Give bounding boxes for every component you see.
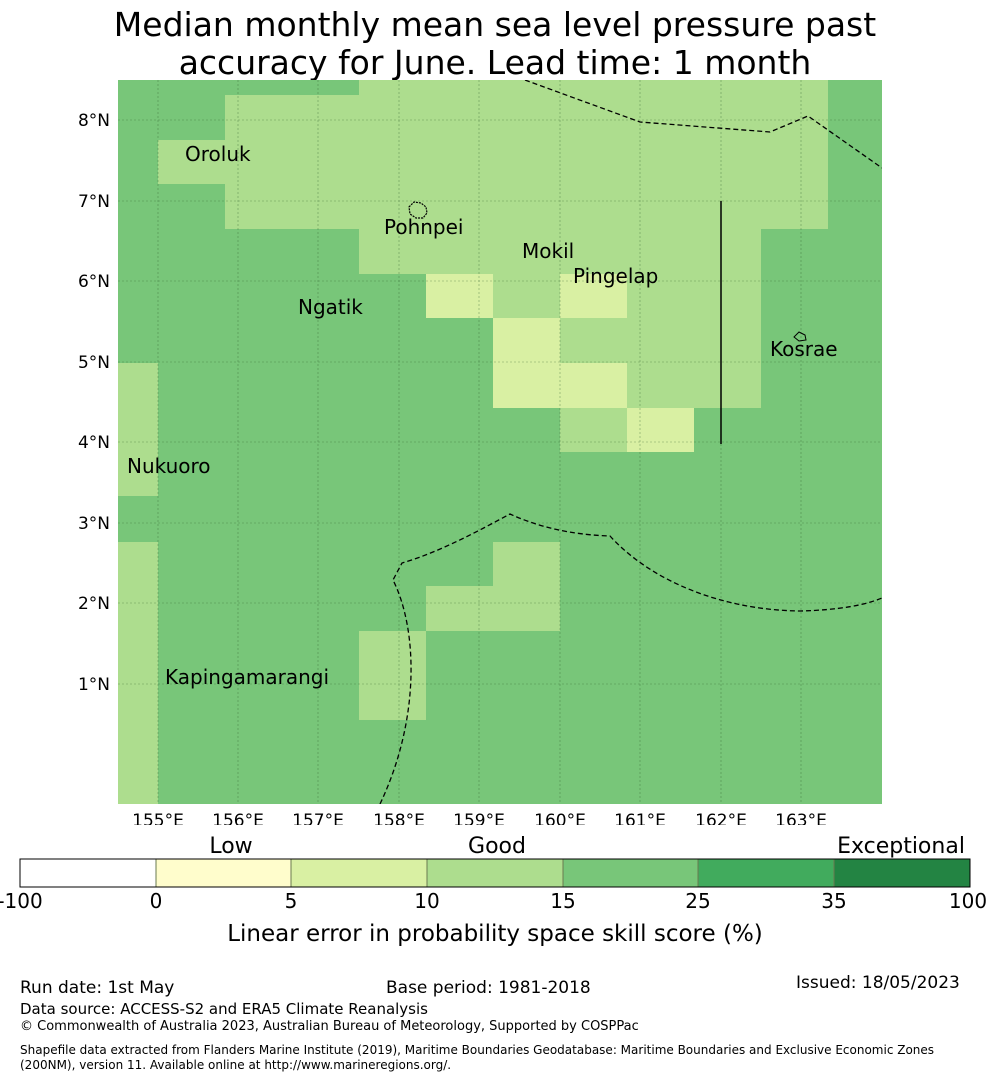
lat-label-4n: 4°N xyxy=(78,433,110,453)
lat-label-7n: 7°N xyxy=(78,192,110,212)
title-line-2: accuracy for June. Lead time: 1 month xyxy=(178,43,812,82)
colorbar-swatches xyxy=(19,858,971,888)
lon-label-157e: 157°E xyxy=(292,811,344,825)
skill-cells-10-15 xyxy=(118,80,828,804)
lat-label-5n: 5°N xyxy=(78,353,110,373)
place-label-mokil: Mokil xyxy=(522,239,574,263)
lat-label-2n: 2°N xyxy=(78,594,110,614)
skill-map: Oroluk Pohnpei Mokil Pingelap Ngatik Kos… xyxy=(78,80,882,825)
lon-label-161e: 161°E xyxy=(614,811,666,825)
copyright-notice: © Commonwealth of Australia 2023, Austra… xyxy=(20,1019,639,1034)
place-label-kapingamarangi: Kapingamarangi xyxy=(165,665,329,689)
lon-label-155e: 155°E xyxy=(132,811,184,825)
place-label-kosrae: Kosrae xyxy=(770,337,838,361)
place-label-pohnpei: Pohnpei xyxy=(384,215,464,239)
place-label-ngatik: Ngatik xyxy=(298,295,363,319)
base-period: Base period: 1981-2018 xyxy=(386,978,591,998)
lat-label-6n: 6°N xyxy=(78,272,110,292)
lat-label-8n: 8°N xyxy=(78,111,110,131)
colorbar-tick: -100 xyxy=(0,889,43,913)
lon-label-159e: 159°E xyxy=(453,811,505,825)
colorbar: Low Good Exceptional -100 0 5 10 15 25 3… xyxy=(0,834,987,947)
map-gridlines xyxy=(118,80,882,804)
shapefile-credit: Shapefile data extracted from Flanders M… xyxy=(20,1043,935,1072)
colorbar-tick: 10 xyxy=(414,889,439,913)
title-line-1: Median monthly mean sea level pressure p… xyxy=(113,5,877,44)
colorbar-category-good: Good xyxy=(468,834,526,859)
lat-label-3n: 3°N xyxy=(78,514,110,534)
colorbar-tick: 5 xyxy=(285,889,298,913)
colorbar-label: Linear error in probability space skill … xyxy=(227,921,763,947)
lon-label-162e: 162°E xyxy=(695,811,747,825)
lat-label-1n: 1°N xyxy=(78,675,110,695)
issued-date: Issued: 18/05/2023 xyxy=(796,973,960,993)
colorbar-tick: 25 xyxy=(685,889,710,913)
colorbar-tick: 0 xyxy=(150,889,163,913)
skill-cells-5-10 xyxy=(426,274,694,452)
kosrae-island-outline xyxy=(793,331,807,342)
colorbar-category-exceptional: Exceptional xyxy=(837,834,965,859)
colorbar-tick: 100 xyxy=(949,889,987,913)
colorbar-tick: 15 xyxy=(550,889,575,913)
eez-boundaries xyxy=(379,80,882,804)
page-title: Median monthly mean sea level pressure p… xyxy=(0,6,990,82)
lon-label-156e: 156°E xyxy=(212,811,264,825)
pohnpei-island-outline xyxy=(408,201,428,219)
colorbar-category-low: Low xyxy=(209,834,252,859)
lon-label-163e: 163°E xyxy=(775,811,827,825)
place-label-oroluk: Oroluk xyxy=(185,142,251,166)
lon-label-158e: 158°E xyxy=(373,811,425,825)
lon-label-160e: 160°E xyxy=(534,811,586,825)
place-label-pingelap: Pingelap xyxy=(573,264,658,288)
data-source: Data source: ACCESS-S2 and ERA5 Climate … xyxy=(20,1000,428,1018)
run-date: Run date: 1st May xyxy=(20,978,175,998)
colorbar-tick: 35 xyxy=(821,889,846,913)
place-label-nukuoro: Nukuoro xyxy=(127,454,211,478)
